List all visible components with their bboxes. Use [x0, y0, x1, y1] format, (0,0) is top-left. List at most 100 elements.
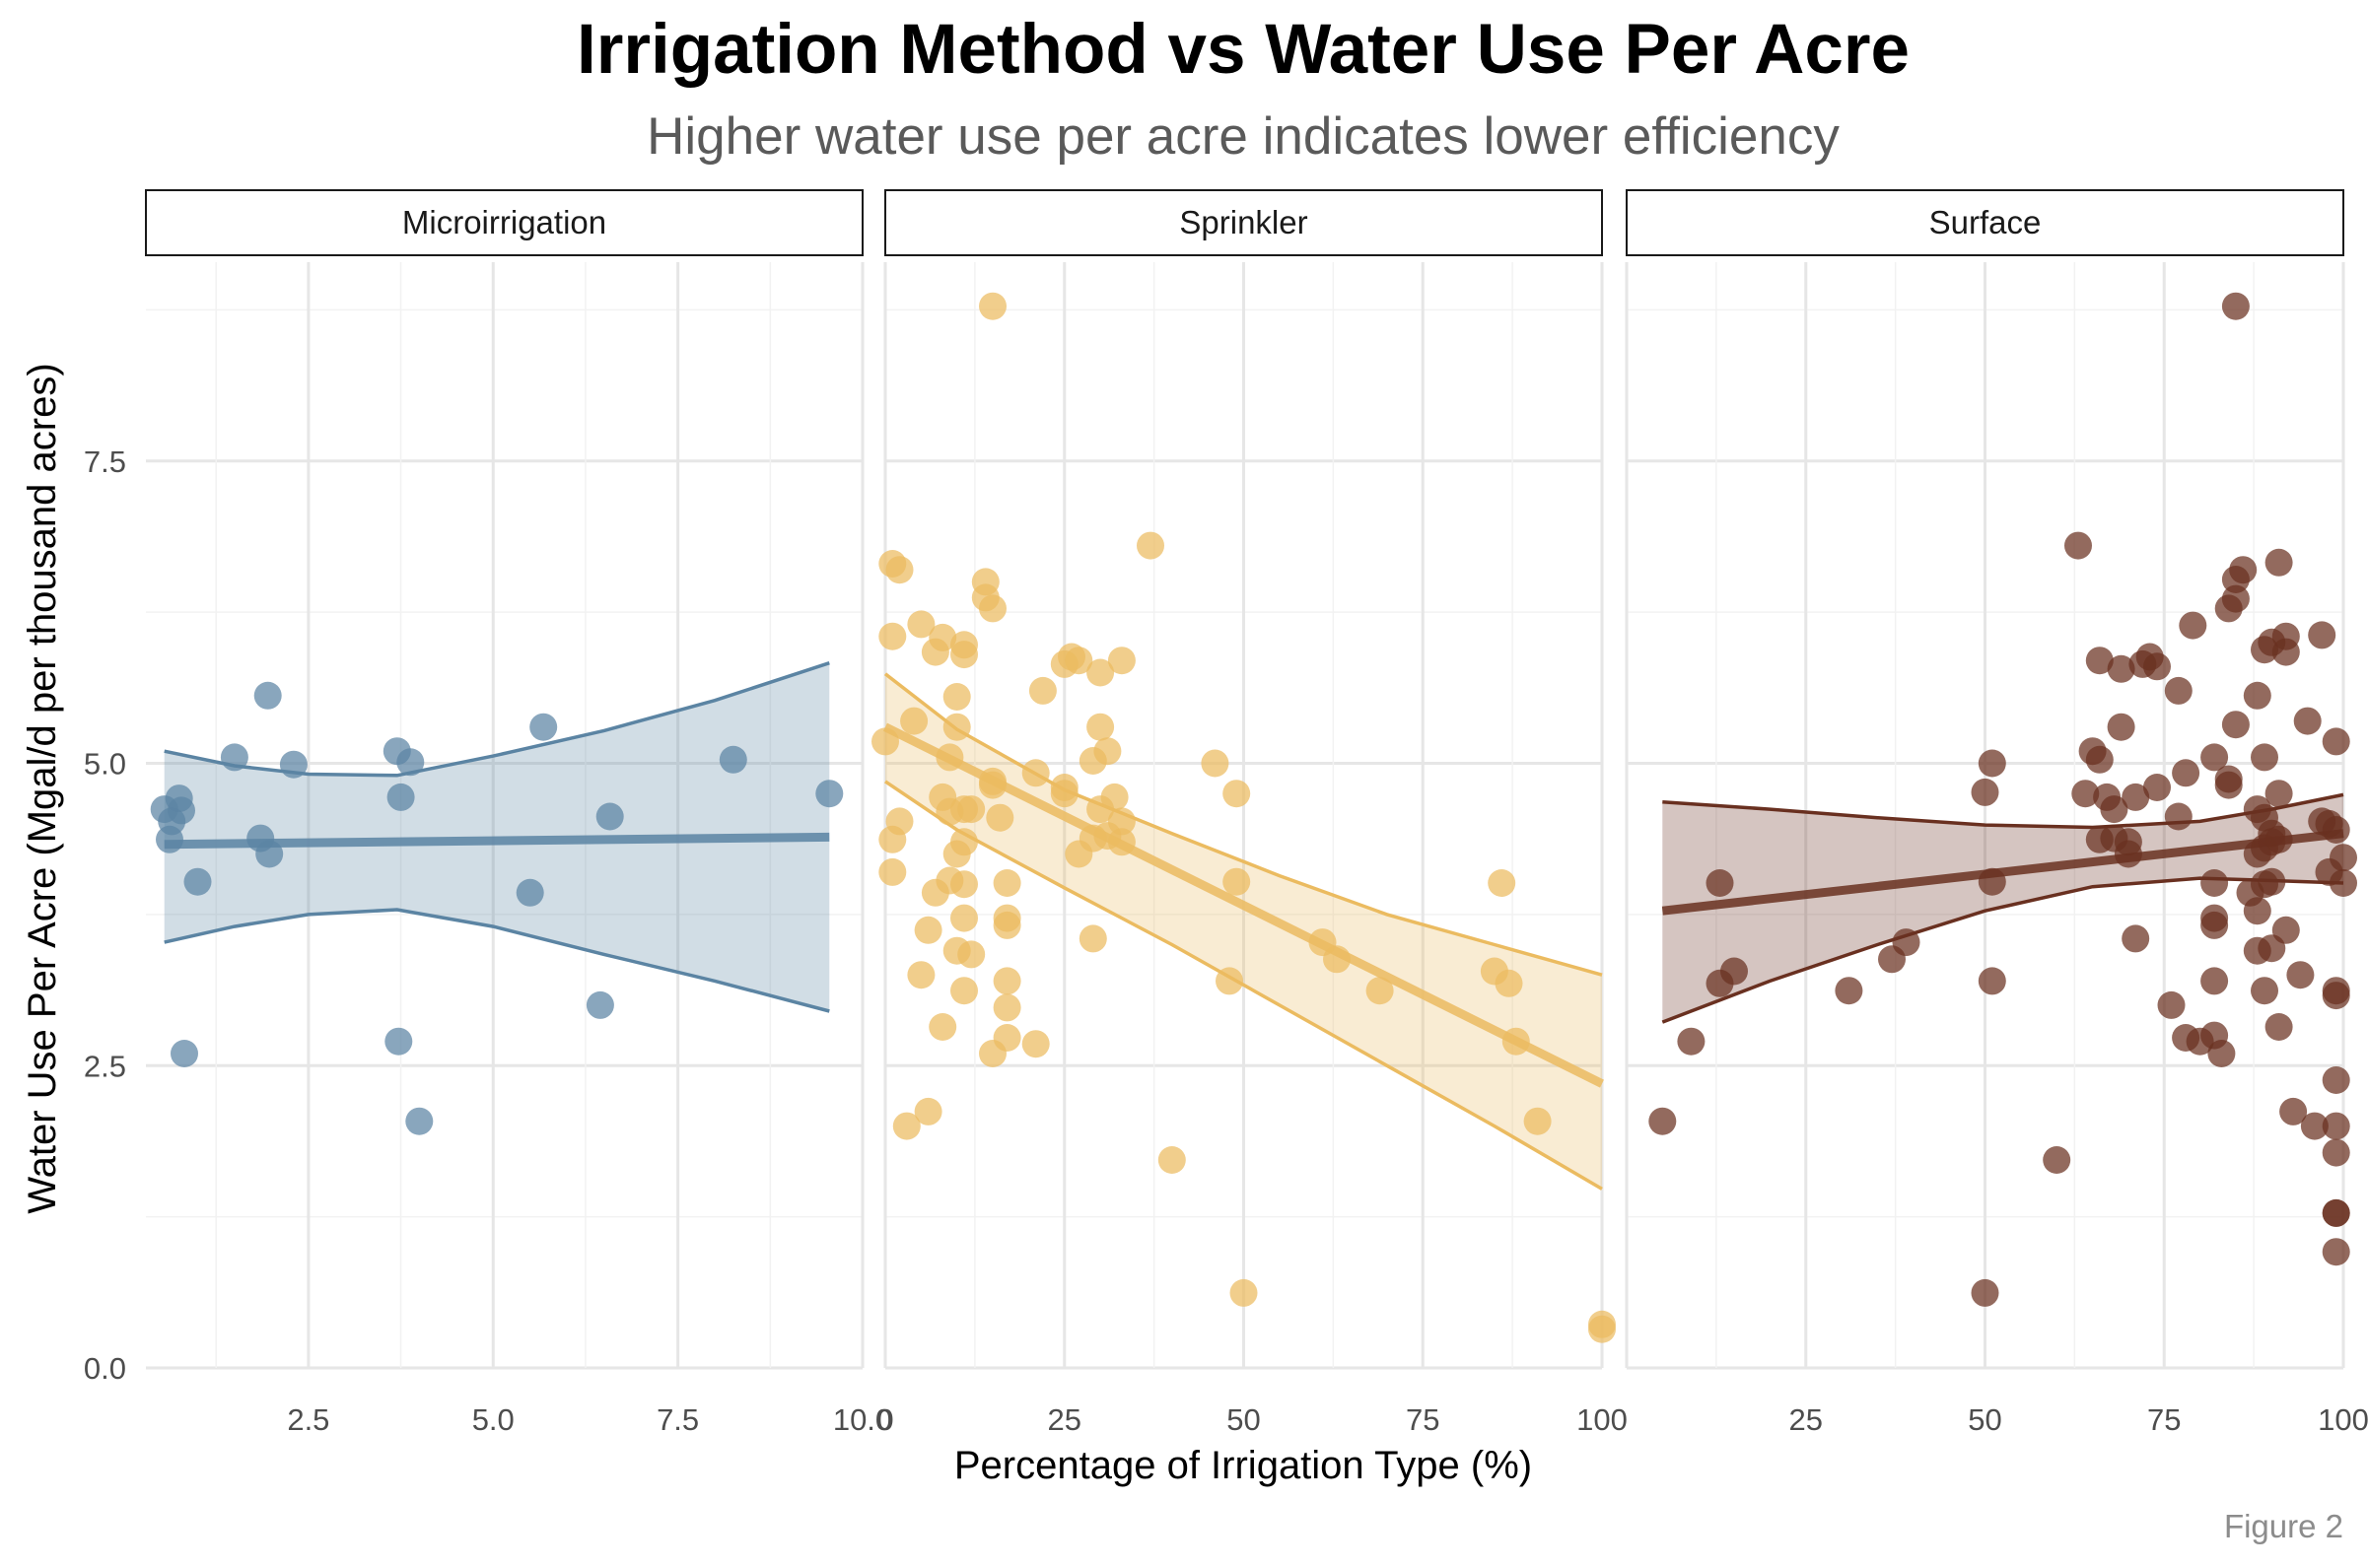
data-point	[1065, 647, 1093, 675]
x-tick-label: 7.5	[657, 1402, 699, 1437]
data-point	[2085, 745, 2114, 774]
data-point	[957, 795, 986, 824]
data-point	[2107, 713, 2135, 741]
data-point	[279, 750, 308, 779]
data-point	[1978, 967, 2006, 995]
facet-panel-surface: Surface 25 50 75 100	[1625, 189, 2368, 1437]
data-point	[2164, 676, 2193, 705]
data-point	[2264, 780, 2293, 808]
data-point	[171, 1040, 198, 1067]
trend-line	[882, 722, 1605, 1088]
data-point	[993, 869, 1021, 897]
data-point	[1495, 969, 1523, 997]
data-point	[1079, 924, 1107, 953]
data-point	[1365, 977, 1394, 1005]
data-point	[396, 748, 425, 777]
chart-subtitle: Higher water use per acre indicates lowe…	[647, 107, 1840, 166]
data-point	[950, 977, 978, 1005]
data-point	[2100, 795, 2128, 824]
data-point	[2207, 1040, 2236, 1067]
facet-strip	[145, 189, 864, 256]
data-point	[950, 828, 978, 856]
x-tick-label: 75	[2147, 1402, 2181, 1437]
x-tick-label: 75	[1406, 1402, 1439, 1437]
x-tick-label: 10.0	[833, 1402, 892, 1437]
x-tick-label: 25	[1048, 1402, 1081, 1437]
data-point	[2322, 1066, 2350, 1094]
data-point	[986, 803, 1014, 832]
data-point	[878, 825, 907, 853]
data-point	[2221, 584, 2250, 613]
band-lower-line	[164, 908, 830, 1013]
data-point	[2322, 982, 2350, 1010]
data-point	[1107, 807, 1136, 836]
data-point	[1157, 1146, 1186, 1174]
data-point	[1835, 977, 1863, 1005]
data-point	[2308, 621, 2336, 649]
data-point	[2322, 1112, 2350, 1140]
data-point	[950, 641, 978, 669]
data-point	[1229, 1278, 1258, 1307]
data-point	[2221, 292, 2250, 320]
data-point	[1100, 783, 1129, 811]
y-axis-title: Water Use Per Acre (Mgal/d per thousand …	[21, 363, 64, 1213]
data-point	[2243, 897, 2271, 925]
data-point	[1137, 531, 1164, 560]
data-point	[2164, 802, 2193, 831]
data-point	[2258, 867, 2286, 896]
data-point	[907, 961, 936, 989]
x-tick-label: 100	[1576, 1402, 1628, 1437]
data-point	[2330, 869, 2357, 897]
data-point	[2214, 765, 2243, 793]
data-point	[2122, 924, 2150, 953]
y-tick-label: 7.5	[84, 444, 126, 479]
data-point	[1892, 928, 1920, 957]
data-point	[1216, 967, 1243, 995]
chart-title: Irrigation Method vs Water Use Per Acre	[577, 11, 1910, 89]
data-point	[2264, 1013, 2293, 1041]
data-point	[2122, 783, 2150, 811]
data-point	[2143, 774, 2171, 801]
facet-panel-microirrigation: Microirrigation 2.5 5.0 7.5 10.0	[145, 189, 892, 1437]
data-point	[2107, 654, 2135, 683]
data-point	[2251, 977, 2278, 1005]
data-point	[993, 967, 1021, 995]
data-point	[586, 990, 614, 1019]
x-tick-label: 0	[876, 1402, 893, 1437]
data-point	[1971, 1278, 1999, 1307]
data-point	[885, 556, 914, 584]
data-point	[942, 713, 971, 741]
data-point	[386, 783, 415, 811]
y-tick-label: 0.0	[84, 1351, 126, 1386]
data-point	[914, 916, 942, 944]
data-point	[1588, 1315, 1616, 1343]
x-tick-label: 100	[2318, 1402, 2368, 1437]
data-point	[405, 1107, 434, 1135]
data-point	[900, 707, 929, 735]
data-point	[2322, 1138, 2350, 1167]
facet-panel-sprinkler: Sprinkler 0 25 50 75 100	[871, 189, 1628, 1437]
data-point	[993, 1024, 1021, 1052]
data-point	[1523, 1107, 1552, 1135]
figure-caption: Figure 2	[2224, 1508, 2343, 1544]
data-point	[942, 683, 971, 711]
x-tick-label: 25	[1789, 1402, 1823, 1437]
data-point	[595, 802, 624, 831]
facet-strip-label: Sprinkler	[1179, 204, 1307, 240]
x-tick-label: 50	[1226, 1402, 1260, 1437]
data-point	[957, 940, 986, 969]
data-point	[384, 1027, 413, 1056]
data-point	[2200, 911, 2229, 939]
data-point	[1201, 749, 1229, 778]
data-point	[2322, 1238, 2350, 1266]
facet-strip-label: Microirrigation	[402, 204, 606, 240]
data-point	[2322, 727, 2350, 756]
data-point	[993, 911, 1021, 939]
data-point	[950, 904, 978, 932]
data-point	[2229, 556, 2258, 584]
data-point	[2143, 652, 2171, 681]
data-point	[2271, 916, 2300, 944]
x-tick-label: 2.5	[287, 1402, 329, 1437]
x-tick-label: 5.0	[472, 1402, 515, 1437]
trend-line	[1661, 829, 2344, 916]
